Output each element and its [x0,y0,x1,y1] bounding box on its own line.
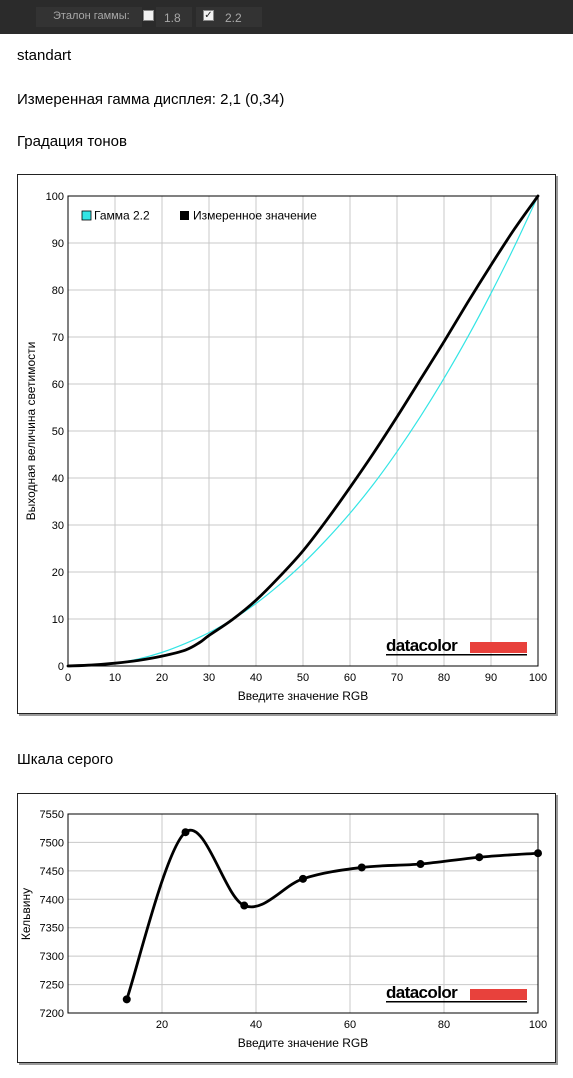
profile-name: standart [17,47,72,64]
y-tick-labels: 7200 7250 7300 7350 7400 7450 7500 7550 [40,809,64,1020]
y-axis-label: Кельвину [19,888,33,940]
series-line-2 [66,194,540,668]
x-tick-label: 10 [109,672,121,684]
y-tick-label: 7200 [40,1008,64,1020]
plot-area [67,195,539,667]
y-tick-label: 20 [52,567,64,579]
series-lines [66,194,540,668]
datacolor-logo: datacolor [386,636,527,656]
datacolor-logo-bar [470,642,527,653]
x-tick-label: 70 [391,672,403,684]
y-tick-label: 7250 [40,980,64,992]
y-tick-label: 0 [58,661,64,673]
tone-response-heading: Градация тонов [17,133,127,150]
toolbar-segment [156,7,192,27]
x-tick-label: 20 [156,672,168,684]
toolbar-segment [36,7,142,27]
data-point [475,853,484,862]
datacolor-logo-underline [386,1001,527,1003]
y-tick-label: 7550 [40,809,64,821]
x-tick-label: 80 [438,672,450,684]
grid [67,195,539,667]
datacolor-logo-text: datacolor [386,983,458,1002]
y-tick-label: 100 [46,191,64,203]
y-tick-label: 7500 [40,837,64,849]
y-tick-label: 70 [52,332,64,344]
data-point [416,860,425,869]
y-tick-label: 10 [52,614,64,626]
x-tick-label: 40 [250,1019,262,1031]
grid [68,813,539,1014]
x-tick-label: 100 [529,1019,547,1031]
tone-response-chart-panel: 0 10 20 30 40 50 60 70 80 90 100 0 10 20 30 40 50 60 70 80… [17,174,556,714]
y-tick-label: 7450 [40,866,64,878]
legend-label-measured: Измеренное значение [193,209,317,223]
gamma-2-2-checkbox[interactable]: ✓ [203,10,214,21]
y-tick-label: 50 [52,426,64,438]
grayscale-heading: Шкала серого [17,751,114,768]
y-tick-labels: 0 10 20 30 40 50 60 70 80 90 100 [46,191,64,673]
x-tick-label: 0 [65,672,71,684]
x-tick-label: 80 [438,1019,450,1031]
x-tick-label: 60 [344,672,356,684]
reference-gamma-toolbar: Эталон гаммы: 1.8 ✓ 2.2 [0,0,573,34]
legend-label-gamma-2-2: Гамма 2.2 [94,209,150,223]
grayscale-chart: 20 40 60 80 100 7200 7250 7300 7350 7400 7450 7500… [19,809,547,1050]
gamma-1-8-label[interactable]: 1.8 [164,11,181,25]
datacolor-logo-text: datacolor [386,636,458,655]
legend: Гамма 2.2 Измеренное значение [81,209,317,223]
x-tick-label: 30 [203,672,215,684]
series-line-1 [67,195,539,667]
x-tick-label: 100 [529,672,547,684]
measured-gamma-text: Измеренная гамма дисплея: 2,1 (0,34) [17,91,285,108]
x-axis-label: Введите значение RGB [238,689,369,703]
gamma-2-2-label[interactable]: 2.2 [225,11,242,25]
y-tick-label: 80 [52,285,64,297]
y-tick-label: 30 [52,520,64,532]
legend-swatch-measured [180,211,189,220]
x-tick-label: 40 [250,672,262,684]
reference-gamma-label: Эталон гаммы: [53,10,130,22]
y-axis-label: Выходная величина светимости [24,342,38,521]
grayscale-chart-panel: 20 40 60 80 100 7200 7250 7300 7350 7400 7450 7500… [17,793,556,1063]
x-tick-label: 60 [344,1019,356,1031]
data-point [122,995,131,1004]
x-axis-label: Введите значение RGB [238,1036,369,1050]
gamma-1-8-checkbox[interactable] [143,10,154,21]
data-point [181,828,190,837]
datacolor-logo-bar [470,989,527,1000]
data-point [534,849,542,858]
data-points [122,828,542,1004]
plot-area [67,813,539,1014]
legend-swatch-gamma-2-2 [81,210,92,221]
y-tick-label: 40 [52,473,64,485]
y-tick-label: 7300 [40,951,64,963]
x-tick-labels: 0 10 20 30 40 50 60 70 80 90 100 [65,672,547,684]
y-tick-label: 90 [52,238,64,250]
datacolor-logo: datacolor [386,983,527,1003]
tone-response-chart: 0 10 20 30 40 50 60 70 80 90 100 0 10 20 30 40 50 60 70 80… [24,191,547,703]
datacolor-logo-underline [386,654,527,656]
data-point [357,863,366,872]
y-tick-label: 7350 [40,923,64,935]
y-tick-label: 60 [52,379,64,391]
y-tick-label: 7400 [40,894,64,906]
x-tick-label: 50 [297,672,309,684]
x-tick-labels: 20 40 60 80 100 [156,1019,547,1031]
x-tick-label: 90 [485,672,497,684]
data-point [299,874,307,883]
data-point [240,901,249,910]
x-tick-label: 20 [156,1019,168,1031]
